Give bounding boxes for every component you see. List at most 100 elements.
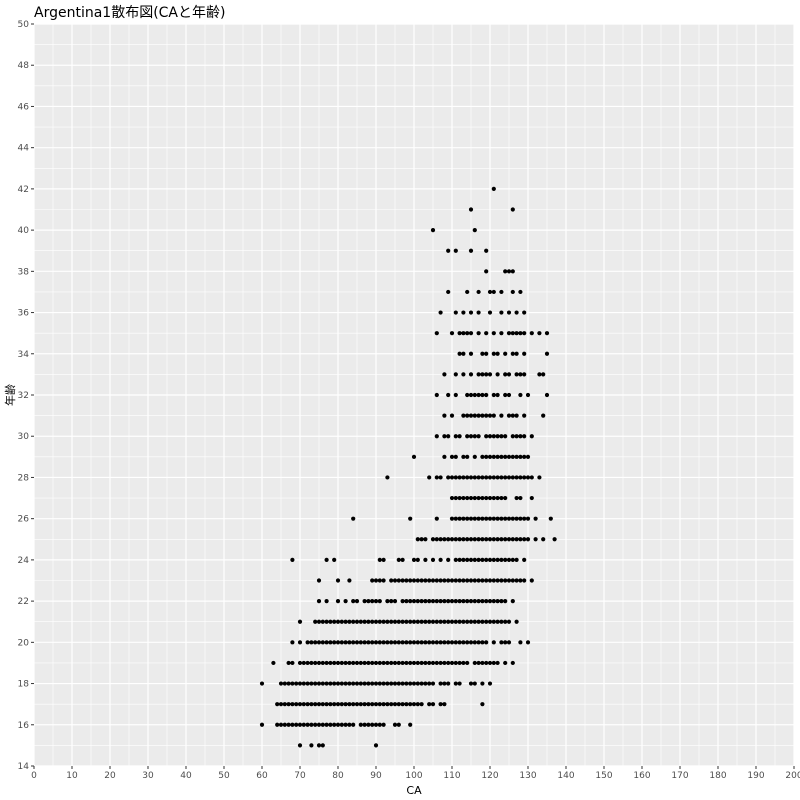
- data-point: [316, 702, 322, 707]
- data-point: [514, 372, 519, 377]
- data-point: [503, 660, 508, 666]
- data-point: [430, 619, 436, 624]
- data-point: [453, 681, 458, 686]
- data-point: [404, 619, 409, 624]
- data-point: [423, 681, 428, 686]
- data-point: [510, 269, 515, 274]
- data-point: [468, 434, 474, 439]
- data-point: [510, 289, 515, 295]
- data-point: [408, 681, 413, 686]
- x-tick-label: 30: [142, 771, 154, 781]
- data-point: [499, 331, 504, 336]
- data-point: [370, 681, 375, 686]
- data-point: [480, 372, 485, 377]
- data-point: [468, 516, 474, 521]
- data-point: [354, 702, 360, 707]
- data-point: [297, 702, 303, 707]
- data-point: [430, 681, 436, 686]
- data-point: [339, 722, 344, 727]
- data-point: [343, 599, 348, 604]
- data-point: [472, 392, 477, 398]
- data-point: [385, 599, 390, 604]
- data-point: [370, 619, 375, 624]
- data-point: [392, 660, 398, 666]
- data-point: [449, 619, 455, 624]
- data-point: [453, 660, 458, 666]
- data-point: [404, 660, 409, 666]
- data-point: [465, 516, 470, 521]
- data-point: [480, 660, 485, 666]
- data-point: [332, 702, 337, 707]
- data-point: [472, 228, 477, 233]
- data-point: [335, 599, 341, 604]
- data-point: [457, 599, 462, 604]
- data-point: [468, 640, 474, 645]
- data-point: [522, 310, 527, 315]
- y-tick-label: 26: [18, 515, 30, 525]
- x-tick-label: 60: [256, 771, 268, 781]
- data-point: [518, 495, 523, 501]
- data-point: [408, 702, 413, 707]
- data-point: [453, 454, 458, 459]
- data-point: [396, 578, 401, 583]
- data-point: [514, 413, 519, 418]
- data-point: [484, 495, 489, 501]
- data-point: [453, 495, 458, 501]
- data-point: [370, 660, 375, 666]
- data-point: [487, 372, 493, 377]
- data-point: [484, 269, 489, 274]
- data-point: [514, 331, 519, 336]
- data-point: [423, 537, 428, 542]
- data-point: [358, 702, 363, 707]
- data-point: [392, 702, 398, 707]
- data-point: [335, 722, 341, 727]
- data-point: [320, 660, 325, 666]
- data-point: [453, 310, 458, 315]
- data-point: [499, 289, 504, 295]
- data-point: [377, 660, 382, 666]
- x-tick-label: 150: [595, 771, 612, 781]
- data-point: [316, 578, 322, 583]
- data-point: [351, 516, 356, 521]
- data-point: [487, 599, 493, 604]
- data-point: [491, 434, 496, 439]
- data-point: [453, 619, 458, 624]
- data-point: [415, 660, 420, 666]
- data-point: [373, 743, 379, 748]
- data-point: [503, 475, 508, 480]
- x-tick-label: 140: [557, 771, 574, 781]
- data-point: [290, 702, 295, 707]
- data-point: [381, 557, 386, 562]
- data-point: [427, 702, 432, 707]
- data-point: [297, 619, 303, 624]
- data-point: [332, 660, 337, 666]
- x-tick-label: 80: [332, 771, 344, 781]
- data-point: [415, 599, 420, 604]
- data-point: [514, 516, 519, 521]
- data-point: [461, 475, 466, 480]
- data-point: [495, 537, 500, 542]
- y-tick-label: 14: [18, 762, 30, 772]
- data-point: [446, 434, 451, 439]
- x-tick-label: 180: [709, 771, 726, 781]
- data-point: [423, 640, 428, 645]
- data-point: [278, 681, 284, 686]
- data-point: [518, 372, 523, 377]
- data-point: [377, 681, 382, 686]
- data-point: [324, 722, 329, 727]
- data-point: [457, 557, 462, 562]
- data-point: [472, 619, 477, 624]
- data-point: [525, 392, 531, 398]
- x-tick-label: 40: [180, 771, 192, 781]
- data-point: [506, 392, 512, 398]
- data-point: [290, 722, 295, 727]
- data-point: [434, 578, 439, 583]
- data-point: [533, 516, 538, 521]
- data-point: [335, 640, 341, 645]
- data-point: [487, 434, 493, 439]
- data-point: [351, 619, 356, 624]
- data-point: [282, 722, 287, 727]
- data-point: [442, 660, 447, 666]
- data-point: [404, 681, 409, 686]
- data-point: [476, 619, 481, 624]
